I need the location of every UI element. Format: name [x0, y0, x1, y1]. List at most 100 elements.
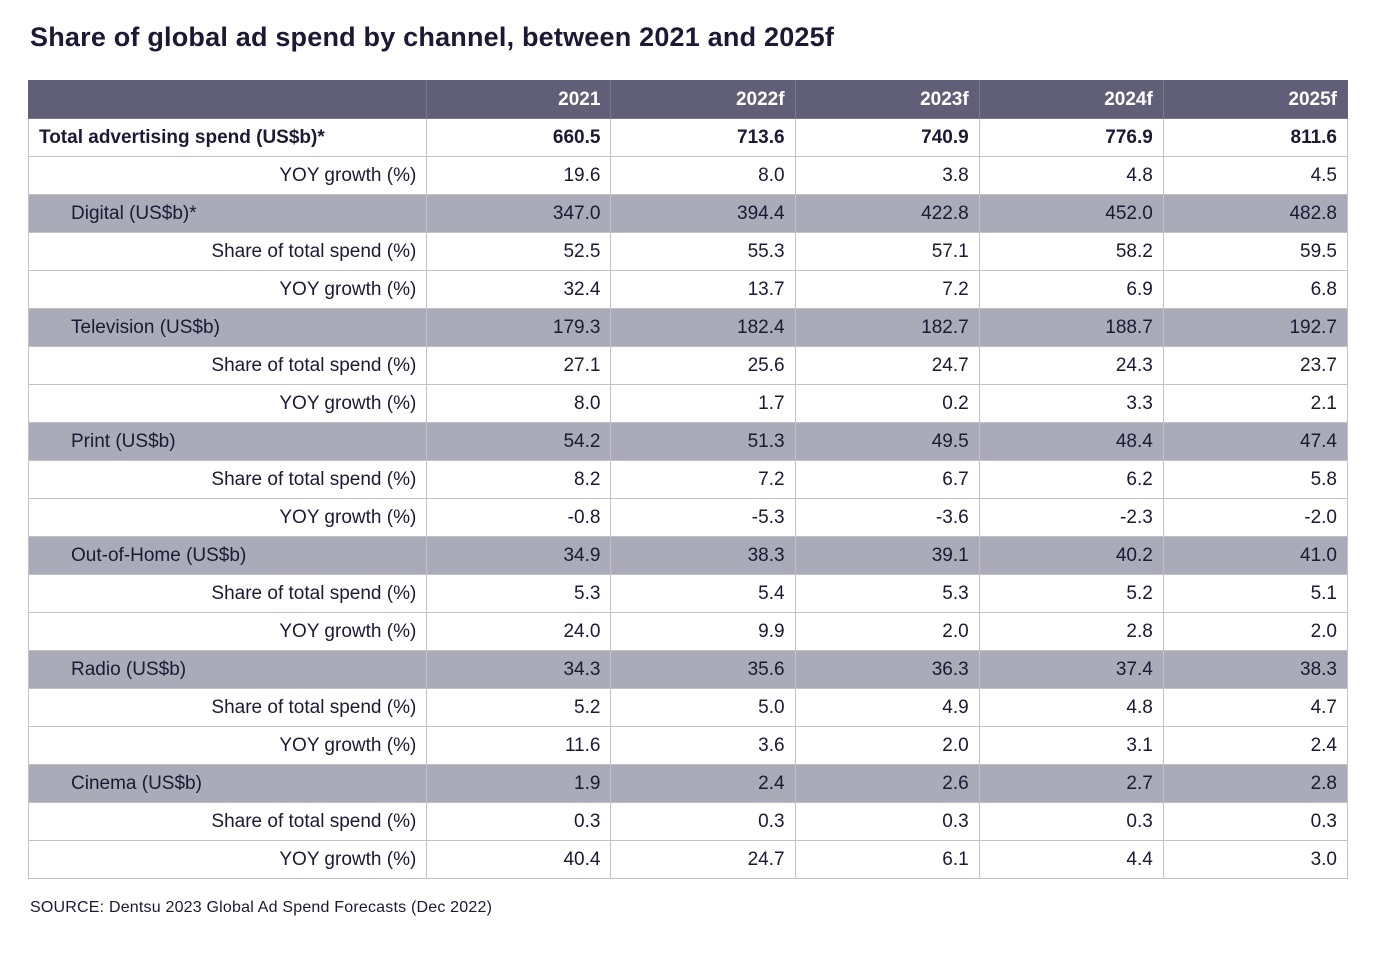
value-cell: 49.5	[794, 422, 980, 461]
value-cell: 8.0	[610, 156, 796, 195]
row-label: YOY growth (%)	[27, 498, 428, 537]
value-cell: 3.8	[794, 156, 980, 195]
column-header: 2024f	[978, 80, 1164, 119]
column-header: 2022f	[610, 80, 796, 119]
value-cell: -2.3	[978, 498, 1164, 537]
table-row-sub: YOY growth (%) 40.4 24.7 6.1 4.4 3.0	[27, 840, 1349, 879]
value-cell: 482.8	[1162, 194, 1349, 233]
value-cell: 0.3	[610, 802, 796, 841]
value-cell: 11.6	[426, 726, 612, 765]
value-cell: 58.2	[978, 232, 1164, 271]
value-cell: 5.8	[1162, 460, 1349, 499]
column-header: 2023f	[794, 80, 980, 119]
value-cell: 4.8	[978, 156, 1164, 195]
value-cell: 6.2	[978, 460, 1164, 499]
row-label: YOY growth (%)	[27, 726, 428, 765]
value-cell: 5.2	[426, 688, 612, 727]
row-label: YOY growth (%)	[27, 384, 428, 423]
value-cell: 51.3	[610, 422, 796, 461]
value-cell: 2.4	[1162, 726, 1349, 765]
row-label: Share of total spend (%)	[27, 232, 428, 271]
value-cell: 4.5	[1162, 156, 1349, 195]
value-cell: 2.6	[794, 764, 980, 803]
value-cell: 2.4	[610, 764, 796, 803]
value-cell: 25.6	[610, 346, 796, 385]
value-cell: 8.2	[426, 460, 612, 499]
value-cell: 1.9	[426, 764, 612, 803]
value-cell: 0.3	[426, 802, 612, 841]
value-cell: 2.0	[794, 726, 980, 765]
value-cell: 6.7	[794, 460, 980, 499]
value-cell: -2.0	[1162, 498, 1349, 537]
value-cell: 38.3	[610, 536, 796, 575]
table-row-channel: Print (US$b) 54.2 51.3 49.5 48.4 47.4	[27, 422, 1349, 461]
value-cell: 57.1	[794, 232, 980, 271]
value-cell: 6.1	[794, 840, 980, 879]
value-cell: 2.7	[978, 764, 1164, 803]
value-cell: 24.3	[978, 346, 1164, 385]
value-cell: 3.3	[978, 384, 1164, 423]
value-cell: 452.0	[978, 194, 1164, 233]
value-cell: 39.1	[794, 536, 980, 575]
row-label: Total advertising spend (US$b)*	[27, 118, 428, 157]
value-cell: 6.9	[978, 270, 1164, 309]
value-cell: 3.6	[610, 726, 796, 765]
value-cell: 4.8	[978, 688, 1164, 727]
row-label: YOY growth (%)	[27, 612, 428, 651]
table-row-sub: Share of total spend (%) 5.3 5.4 5.3 5.2 5.1	[27, 574, 1349, 613]
value-cell: 192.7	[1162, 308, 1349, 347]
value-cell: 35.6	[610, 650, 796, 689]
value-cell: 5.0	[610, 688, 796, 727]
table-row-channel: Cinema (US$b) 1.9 2.4 2.6 2.7 2.8	[27, 764, 1349, 803]
value-cell: 24.7	[610, 840, 796, 879]
value-cell: 7.2	[610, 460, 796, 499]
value-cell: 40.4	[426, 840, 612, 879]
table-row-sub: YOY growth (%) 8.0 1.7 0.2 3.3 2.1	[27, 384, 1349, 423]
value-cell: 36.3	[794, 650, 980, 689]
value-cell: 4.9	[794, 688, 980, 727]
value-cell: 24.7	[794, 346, 980, 385]
value-cell: 188.7	[978, 308, 1164, 347]
value-cell: 394.4	[610, 194, 796, 233]
table-row-channel: Out-of-Home (US$b) 34.9 38.3 39.1 40.2 41.0	[27, 536, 1349, 575]
ad-spend-table: 2021 2022f 2023f 2024f 2025f Total advertisi…	[27, 80, 1349, 879]
row-label: Out-of-Home (US$b)	[27, 536, 428, 575]
value-cell: 660.5	[426, 118, 612, 157]
table-header-row: 2021 2022f 2023f 2024f 2025f	[27, 80, 1349, 119]
row-label: Print (US$b)	[27, 422, 428, 461]
value-cell: 182.4	[610, 308, 796, 347]
row-label: Television (US$b)	[27, 308, 428, 347]
value-cell: 6.8	[1162, 270, 1349, 309]
column-header: 2025f	[1162, 80, 1349, 119]
value-cell: 347.0	[426, 194, 612, 233]
value-cell: 48.4	[978, 422, 1164, 461]
value-cell: 2.8	[1162, 764, 1349, 803]
column-header: 2021	[426, 80, 612, 119]
value-cell: 13.7	[610, 270, 796, 309]
row-label: YOY growth (%)	[27, 270, 428, 309]
value-cell: 811.6	[1162, 118, 1349, 157]
value-cell: 5.3	[794, 574, 980, 613]
value-cell: 55.3	[610, 232, 796, 271]
value-cell: 5.1	[1162, 574, 1349, 613]
source-note: SOURCE: Dentsu 2023 Global Ad Spend Fore…	[30, 899, 493, 916]
value-cell: 1.7	[610, 384, 796, 423]
table-row-sub: YOY growth (%) -0.8 -5.3 -3.6 -2.3 -2.0	[27, 498, 1349, 537]
value-cell: 2.0	[794, 612, 980, 651]
value-cell: 19.6	[426, 156, 612, 195]
table-row-sub: YOY growth (%) 32.4 13.7 7.2 6.9 6.8	[27, 270, 1349, 309]
row-label: Share of total spend (%)	[27, 574, 428, 613]
row-label: Share of total spend (%)	[27, 346, 428, 385]
value-cell: 0.3	[978, 802, 1164, 841]
table-row-sub: Share of total spend (%) 52.5 55.3 57.1 58.2…	[27, 232, 1349, 271]
value-cell: 3.1	[978, 726, 1164, 765]
value-cell: 0.3	[794, 802, 980, 841]
value-cell: 9.9	[610, 612, 796, 651]
value-cell: -5.3	[610, 498, 796, 537]
value-cell: 776.9	[978, 118, 1164, 157]
value-cell: 24.0	[426, 612, 612, 651]
value-cell: 4.7	[1162, 688, 1349, 727]
table-row-channel: Digital (US$b)* 347.0 394.4 422.8 452.0 482.8	[27, 194, 1349, 233]
value-cell: 5.3	[426, 574, 612, 613]
value-cell: 34.3	[426, 650, 612, 689]
